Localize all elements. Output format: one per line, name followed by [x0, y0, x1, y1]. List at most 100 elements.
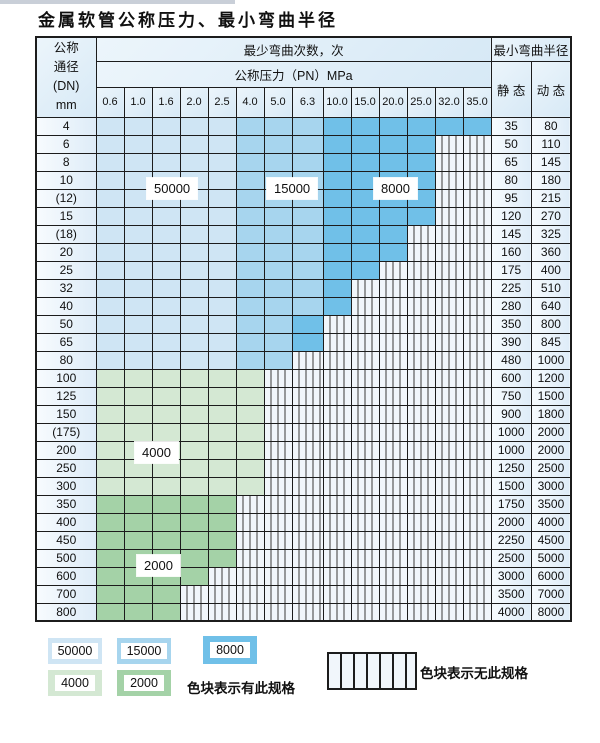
spec-cell	[263, 206, 293, 226]
no-spec-cell	[322, 350, 352, 370]
no-spec-cell	[434, 314, 464, 334]
spec-cell	[207, 224, 237, 244]
no-spec-cell	[462, 332, 492, 352]
legend-swatch-label: 2000	[124, 675, 164, 691]
spec-cell	[95, 476, 125, 496]
spec-cell	[95, 296, 125, 316]
dynamic-radius-value: 510	[530, 278, 572, 298]
dn-label: (18)	[35, 224, 97, 244]
no-spec-cell	[263, 422, 293, 442]
dynamic-radius-value: 4500	[530, 530, 572, 550]
legend-swatch-label: 4000	[55, 675, 95, 691]
spec-cell	[123, 242, 153, 262]
no-spec-cell	[406, 242, 436, 262]
no-spec-cell	[434, 476, 464, 496]
spec-cell	[151, 260, 181, 280]
table-row: 50 350 800	[35, 314, 572, 334]
spec-cell	[350, 134, 380, 154]
no-spec-cell	[235, 494, 265, 514]
no-spec-cell	[291, 584, 324, 604]
no-spec-cell	[406, 368, 436, 388]
no-spec-cell	[207, 584, 237, 604]
no-spec-cell	[434, 386, 464, 406]
no-spec-cell	[462, 314, 492, 334]
no-spec-cell	[406, 260, 436, 280]
spec-cell	[179, 152, 209, 172]
no-spec-cell	[378, 368, 408, 388]
dynamic-radius-value: 8000	[530, 602, 572, 622]
pressure-col-header: 20.0	[378, 86, 408, 118]
spec-cell	[123, 152, 153, 172]
dynamic-radius-value: 325	[530, 224, 572, 244]
dynamic-radius-value: 215	[530, 188, 572, 208]
spec-cell	[179, 296, 209, 316]
spec-cell	[151, 332, 181, 352]
no-spec-cell	[406, 440, 436, 460]
legend-swatch-2000: 2000	[117, 670, 171, 696]
spec-cell	[179, 206, 209, 226]
no-spec-cell	[406, 458, 436, 478]
dynamic-radius-value: 2000	[530, 440, 572, 460]
no-spec-cell	[462, 296, 492, 316]
spec-cell	[263, 278, 293, 298]
no-spec-cell	[462, 170, 492, 190]
spec-cell	[151, 224, 181, 244]
region-label-2000: 2000	[137, 555, 180, 576]
table-row: 32 225 510	[35, 278, 572, 298]
no-spec-cell	[291, 440, 324, 460]
spec-cell	[322, 152, 352, 172]
no-spec-cell	[406, 494, 436, 514]
static-radius-value: 3000	[490, 566, 532, 586]
spec-cell	[95, 152, 125, 172]
spec-cell	[123, 278, 153, 298]
no-spec-cell	[179, 584, 209, 604]
static-radius-value: 1250	[490, 458, 532, 478]
pressure-col-header: 2.5	[207, 86, 237, 118]
no-spec-cell	[462, 260, 492, 280]
no-spec-cell	[322, 530, 352, 550]
spec-cell	[291, 116, 324, 136]
no-spec-cell	[406, 350, 436, 370]
spec-cell	[291, 260, 324, 280]
static-radius-value: 65	[490, 152, 532, 172]
no-spec-cell	[291, 530, 324, 550]
spec-cell	[235, 242, 265, 262]
spec-cell	[207, 296, 237, 316]
static-radius-value: 95	[490, 188, 532, 208]
dynamic-radius-value: 3000	[530, 476, 572, 496]
static-radius-value: 600	[490, 368, 532, 388]
spec-cell	[207, 530, 237, 550]
dynamic-radius-value: 2500	[530, 458, 572, 478]
spec-cell	[123, 368, 153, 388]
spec-cell	[179, 224, 209, 244]
table-row: 8 65 145	[35, 152, 572, 172]
spec-cell	[123, 350, 153, 370]
spec-cell	[179, 386, 209, 406]
static-radius-value: 280	[490, 296, 532, 316]
dn-label: 300	[35, 476, 97, 496]
no-spec-cell	[263, 584, 293, 604]
no-spec-cell	[263, 494, 293, 514]
no-spec-cell	[434, 260, 464, 280]
dynamic-radius-value: 360	[530, 242, 572, 262]
pressure-col-header: 32.0	[434, 86, 464, 118]
no-spec-cell	[406, 224, 436, 244]
dn-label: 500	[35, 548, 97, 568]
pressure-header: 公称压力（PN）MPa	[95, 60, 492, 88]
no-spec-cell	[291, 566, 324, 586]
spec-cell	[123, 404, 153, 424]
spec-cell	[95, 386, 125, 406]
pressure-col-header: 6.3	[291, 86, 324, 118]
spec-cell	[235, 440, 265, 460]
spec-cell	[235, 476, 265, 496]
spec-cell	[235, 332, 265, 352]
region-label-15000: 15000	[267, 178, 318, 199]
spec-cell	[95, 350, 125, 370]
no-spec-cell	[434, 566, 464, 586]
spec-cell	[235, 458, 265, 478]
no-spec-cell	[235, 584, 265, 604]
spec-cell	[151, 494, 181, 514]
spec-cell	[235, 260, 265, 280]
spec-cell	[151, 350, 181, 370]
dn-header-line: 通径	[53, 60, 79, 75]
